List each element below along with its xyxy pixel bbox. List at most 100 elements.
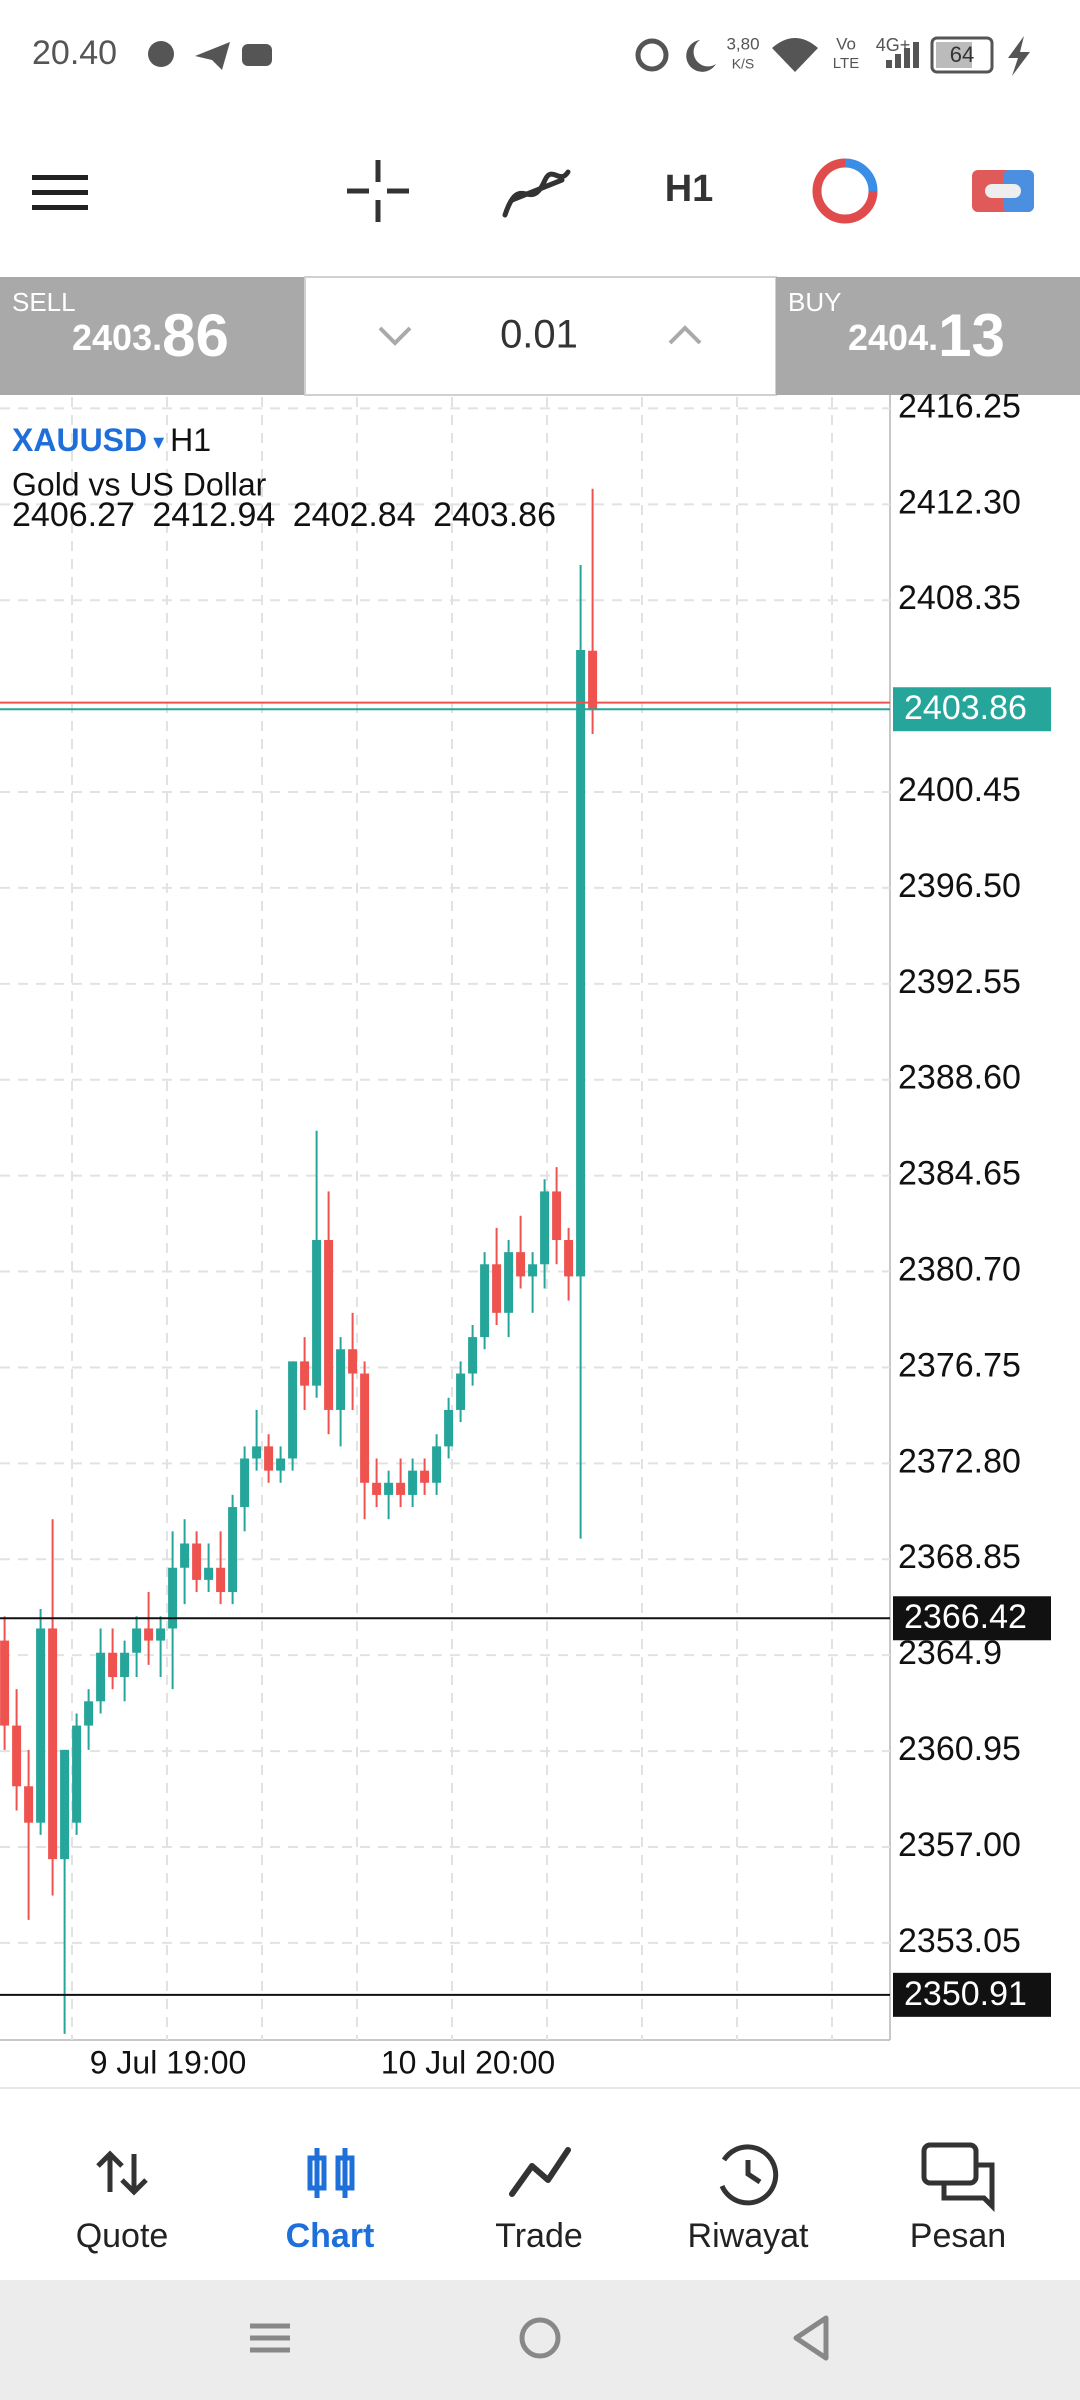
symbol-description: Gold vs US Dollar xyxy=(12,466,267,502)
volume-value[interactable]: 0.01 xyxy=(500,313,578,357)
candle-body xyxy=(552,1191,562,1240)
message-bubble-back xyxy=(941,2162,995,2213)
indicators-button[interactable] xyxy=(502,169,571,218)
y-tick-label: 2396.50 xyxy=(898,867,1021,905)
toolbar: H1 xyxy=(32,158,1034,224)
candle-body xyxy=(576,649,586,1277)
y-tick-label: 2416.25 xyxy=(898,387,1021,425)
candle-body xyxy=(564,1239,574,1277)
one-click-toggle xyxy=(985,184,1021,198)
candle-body xyxy=(72,1725,82,1823)
chart-area: 2416.25 2412.30 2408.35 2400.45 2396.50 2392.… xyxy=(0,387,1051,2080)
status-time: 20.40 xyxy=(32,34,117,72)
menu-bar xyxy=(32,190,88,195)
ohlc-line: 2406.27 2412.94 2402.84 2403.86 xyxy=(12,496,556,534)
y-tick-label: 2360.95 xyxy=(898,1730,1021,1768)
candle-body xyxy=(504,1252,514,1313)
signal-icon xyxy=(886,42,919,68)
candle-body xyxy=(96,1652,106,1702)
candle-body xyxy=(540,1191,550,1265)
candle-body xyxy=(168,1567,178,1629)
candle-body xyxy=(36,1628,46,1823)
candle-body xyxy=(0,1640,10,1726)
candle-body xyxy=(120,1652,130,1678)
x-tick-label: 10 Jul 20:00 xyxy=(381,2044,555,2080)
candle-body xyxy=(216,1567,226,1593)
candle-body xyxy=(528,1264,538,1277)
volume-up[interactable] xyxy=(668,325,702,345)
candle-body xyxy=(420,1470,430,1483)
messages-icon xyxy=(921,2142,995,2213)
timeframe-button[interactable]: H1 xyxy=(665,168,714,210)
nav-label[interactable]: Riwayat xyxy=(688,2217,809,2255)
buy-button[interactable] xyxy=(776,277,1080,395)
candle-body xyxy=(588,650,598,710)
sell-button[interactable] xyxy=(0,277,305,395)
menu-button[interactable] xyxy=(32,175,88,210)
menu-bar xyxy=(32,175,88,180)
candle-body xyxy=(84,1701,94,1726)
y-tick-label: 2368.85 xyxy=(898,1538,1021,1576)
buy-label: BUY xyxy=(788,287,841,317)
ohlc-open: 2406.27 xyxy=(12,496,135,534)
level-tag xyxy=(893,1596,1051,1641)
candle-body xyxy=(384,1482,394,1495)
candle-body xyxy=(276,1458,286,1471)
candle-body xyxy=(516,1252,526,1277)
candle-body xyxy=(252,1446,262,1459)
crosshair-button[interactable] xyxy=(347,160,409,222)
wifi-icon xyxy=(772,38,818,72)
y-tick-label: 2388.60 xyxy=(898,1059,1021,1097)
candle-body xyxy=(492,1264,502,1313)
bottom-nav: Quote Chart Trade Riwayat Pesan xyxy=(0,2087,1080,2280)
volte-bottom: LTE xyxy=(833,55,859,72)
nav-label[interactable]: Pesan xyxy=(910,2217,1006,2255)
menu-bar xyxy=(32,205,88,210)
candle-body xyxy=(408,1470,418,1495)
candle-body xyxy=(192,1543,202,1580)
candle-body xyxy=(48,1628,58,1860)
trade-icon xyxy=(509,2147,571,2197)
recents-button[interactable] xyxy=(250,2323,290,2353)
nav-label[interactable]: Quote xyxy=(76,2217,169,2255)
y-tick-label: 2412.30 xyxy=(898,483,1021,521)
nav-label[interactable]: Trade xyxy=(495,2217,583,2255)
charging-icon xyxy=(1008,36,1030,76)
clock-button[interactable] xyxy=(812,158,878,224)
clock-arc-blue xyxy=(844,158,878,192)
candle-body xyxy=(156,1628,166,1641)
symbol-line: XAUUSD ▾ H1 xyxy=(12,422,211,458)
volume-down[interactable] xyxy=(378,326,412,346)
candle-body xyxy=(396,1482,406,1495)
network-type: 4G+ xyxy=(876,35,911,55)
history-hands xyxy=(745,2160,762,2185)
nav-label[interactable]: Chart xyxy=(286,2217,375,2255)
volte-top: Vo xyxy=(836,34,856,53)
candle-body xyxy=(180,1543,190,1568)
speed-value: 3,80 xyxy=(726,34,759,53)
speed-unit: K/S xyxy=(732,56,755,72)
system-nav xyxy=(0,2280,1080,2400)
candle-body xyxy=(60,1749,70,1860)
home-button[interactable] xyxy=(519,2317,561,2359)
trade-panel: SELL 2403.86 0.01 BUY 2404.13 xyxy=(0,276,1080,396)
y-tick-label: 2384.65 xyxy=(898,1155,1021,1193)
candle-body xyxy=(480,1264,490,1338)
clock-arc-red xyxy=(812,158,878,224)
x-tick-label: 9 Jul 19:00 xyxy=(90,2044,247,2080)
candle-body xyxy=(468,1337,478,1374)
candle-body xyxy=(228,1507,238,1593)
symbol[interactable]: XAUUSD xyxy=(12,422,147,458)
buy-price: 2404.13 xyxy=(848,302,1005,369)
candle-body xyxy=(336,1349,346,1410)
candle-body xyxy=(444,1409,454,1447)
ohlc-high: 2412.94 xyxy=(152,496,275,534)
battery-percent: 64 xyxy=(950,42,974,67)
alarm-icon xyxy=(635,38,669,72)
battery-icon xyxy=(930,36,994,74)
one-click-button[interactable] xyxy=(972,170,1034,212)
back-button[interactable] xyxy=(793,2315,829,2361)
ohlc-close: 2403.86 xyxy=(433,496,556,534)
candle-body xyxy=(12,1725,22,1787)
